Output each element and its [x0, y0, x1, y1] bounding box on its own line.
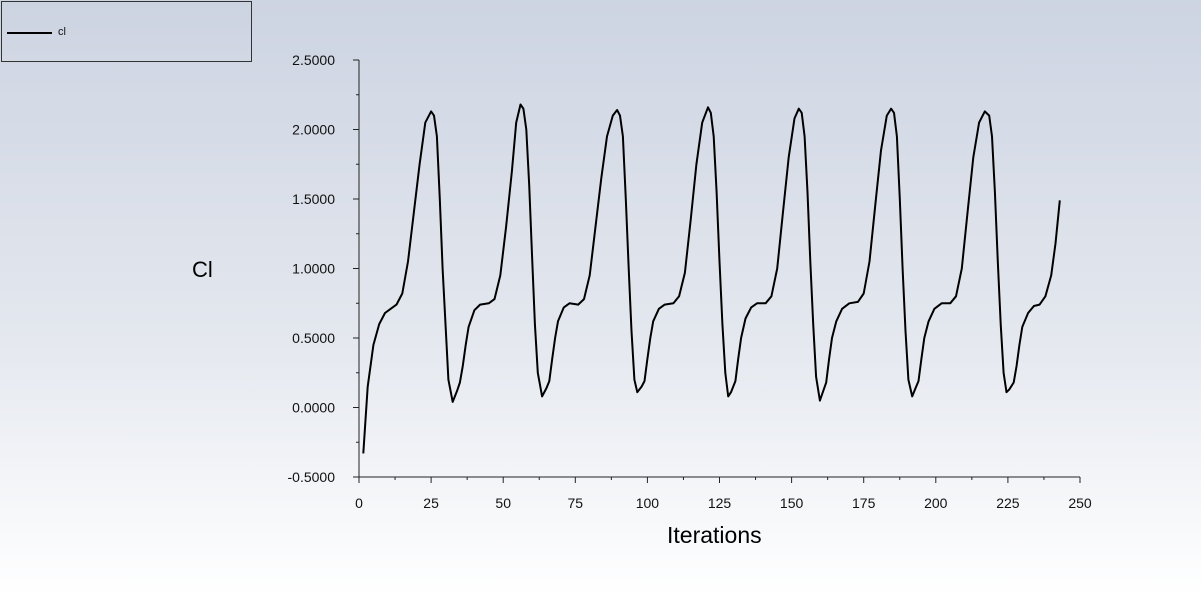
- x-tick-label: 100: [636, 495, 660, 511]
- y-tick-label: 2.5000: [292, 52, 335, 68]
- x-tick-label: 0: [355, 495, 363, 511]
- x-tick-label: 25: [423, 495, 439, 511]
- legend-label-cl: cl: [58, 26, 66, 38]
- x-tick-label: 50: [495, 495, 511, 511]
- x-tick-label: 225: [996, 495, 1020, 511]
- x-ticks: 0 25 50 75 100 125 150 175 200 225 250: [355, 477, 1092, 511]
- x-axis-label: Iterations: [667, 522, 762, 548]
- y-tick-label: 2.0000: [292, 122, 335, 138]
- y-ticks: -0.5000 0.0000 0.5000 1.0000 1.5000 2.0000 2.5…: [288, 52, 359, 485]
- y-tick-label: 1.5000: [292, 191, 335, 207]
- y-tick-label: 0.0000: [292, 400, 335, 416]
- x-tick-label: 150: [780, 495, 804, 511]
- x-tick-label: 175: [852, 495, 876, 511]
- y-tick-label: 0.5000: [292, 330, 335, 346]
- legend: cl: [1, 1, 252, 62]
- x-tick-label: 250: [1068, 495, 1092, 511]
- y-tick-label: 1.0000: [292, 261, 335, 277]
- x-tick-label: 125: [708, 495, 732, 511]
- y-tick-label: -0.5000: [288, 469, 336, 485]
- legend-line-swatch: [7, 32, 52, 34]
- x-tick-label: 200: [924, 495, 948, 511]
- series-line-cl: [362, 103, 1061, 454]
- y-axis-label: Cl: [192, 257, 213, 282]
- series-group: [362, 103, 1061, 454]
- x-tick-label: 75: [568, 495, 584, 511]
